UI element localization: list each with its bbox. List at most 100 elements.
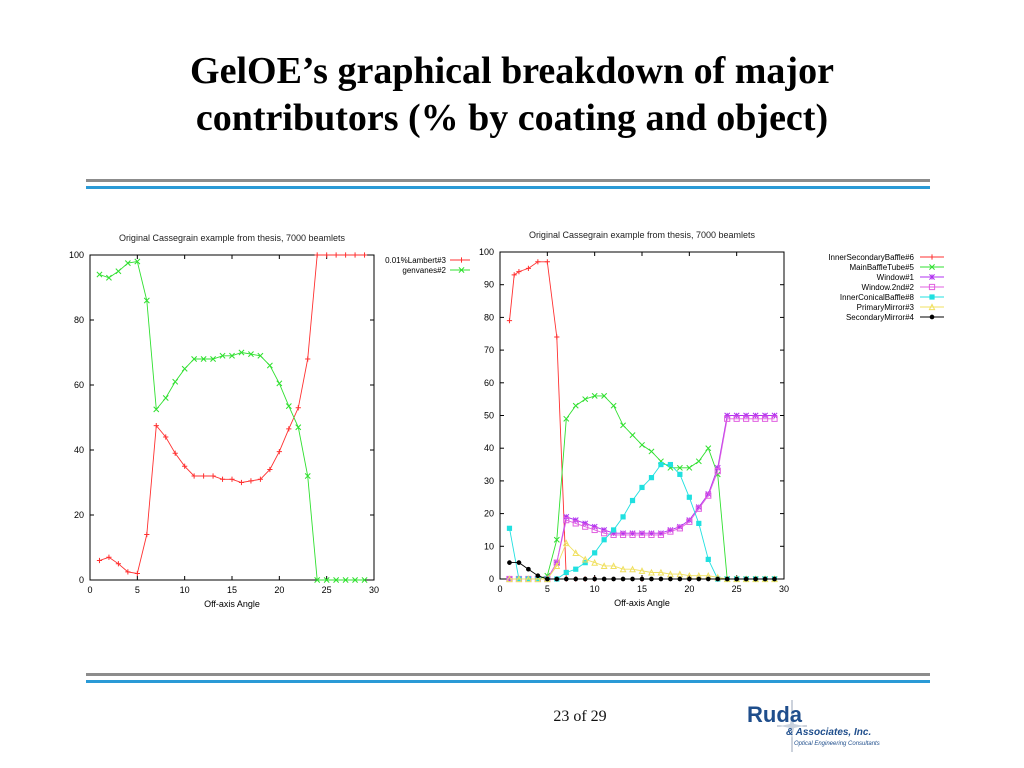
data-point — [695, 504, 702, 511]
header-rule-gray — [86, 179, 930, 182]
data-point — [553, 536, 560, 543]
y-tick-label: 100 — [479, 247, 494, 257]
data-point — [771, 412, 778, 419]
data-point — [705, 491, 712, 497]
legend-label: genvanes#2 — [402, 266, 446, 275]
data-point — [752, 415, 759, 422]
data-point — [591, 523, 598, 530]
data-point — [733, 415, 740, 422]
data-point — [572, 549, 580, 556]
data-point — [629, 531, 636, 538]
data-point — [507, 560, 512, 565]
data-point — [611, 576, 616, 582]
data-point — [553, 562, 561, 570]
data-point — [611, 527, 617, 533]
data-point — [191, 356, 198, 362]
data-point — [106, 554, 112, 560]
data-point — [581, 555, 589, 563]
data-point — [314, 252, 320, 258]
y-tick-label: 100 — [69, 250, 84, 260]
legend-label: PrimaryMirror#3 — [857, 303, 915, 312]
data-point — [352, 577, 359, 583]
data-point — [525, 265, 531, 271]
data-point — [342, 577, 349, 583]
series-2 — [96, 258, 368, 583]
data-point — [715, 576, 721, 582]
data-point — [238, 349, 245, 356]
chart-title: Original Cassegrain example from thesis,… — [529, 230, 756, 240]
data-point — [601, 530, 608, 537]
data-point — [620, 530, 627, 537]
x-axis-label: Off-axis Angle — [204, 599, 260, 609]
y-tick-label: 0 — [79, 575, 84, 585]
data-point — [535, 573, 541, 579]
logo-sub-text: & Associates, Inc. — [786, 727, 872, 738]
data-point — [629, 530, 636, 537]
data-point — [200, 356, 207, 362]
series-7 — [507, 560, 777, 582]
logo-star-icon — [777, 700, 807, 752]
data-point — [724, 415, 731, 422]
data-point — [771, 415, 778, 422]
series-line — [509, 418, 775, 580]
data-point — [247, 351, 254, 358]
legend-label: SecondaryMirror#4 — [846, 313, 915, 322]
data-point — [639, 530, 645, 537]
series-1 — [96, 252, 368, 577]
x-tick-label: 25 — [732, 584, 742, 594]
logo-main-text: Ruda — [747, 702, 802, 727]
data-point — [600, 562, 608, 570]
data-point — [314, 577, 321, 583]
data-point — [506, 525, 513, 531]
data-point — [219, 352, 226, 359]
data-point — [629, 497, 636, 504]
x-tick-label: 20 — [274, 585, 284, 595]
data-point — [619, 531, 627, 538]
data-point — [516, 269, 522, 275]
data-point — [639, 484, 645, 491]
data-point — [705, 492, 712, 499]
data-point — [506, 575, 513, 583]
y-tick-label: 60 — [74, 380, 84, 390]
x-tick-label: 10 — [180, 585, 190, 595]
data-point — [285, 403, 292, 410]
title-line-2: contributors (% by coating and object) — [195, 97, 829, 139]
data-point — [610, 402, 617, 409]
data-point — [153, 406, 160, 413]
data-point — [506, 576, 513, 582]
data-point — [304, 473, 311, 479]
data-point — [591, 526, 598, 534]
x-tick-label: 15 — [637, 584, 647, 594]
data-point — [638, 567, 646, 574]
data-point — [676, 523, 683, 530]
data-point — [582, 576, 588, 582]
legend-label: MainBaffleTube#5 — [850, 263, 915, 272]
data-point — [134, 570, 140, 577]
data-point — [601, 526, 608, 533]
data-point — [544, 259, 550, 265]
legend-marker — [928, 283, 936, 291]
data-point — [286, 426, 292, 432]
data-point — [620, 514, 626, 520]
y-tick-label: 80 — [74, 315, 84, 325]
data-point — [343, 252, 349, 258]
data-point — [686, 494, 692, 500]
legend-marker — [929, 314, 935, 320]
data-point — [526, 566, 531, 572]
data-point — [361, 252, 368, 258]
y-tick-label: 60 — [484, 378, 494, 388]
data-point — [762, 576, 768, 582]
data-point — [619, 565, 627, 573]
legend-marker — [929, 274, 935, 280]
data-point — [668, 576, 673, 582]
data-point — [115, 268, 122, 275]
data-point — [696, 520, 702, 527]
data-point — [592, 550, 598, 556]
data-point — [96, 271, 103, 278]
data-point — [201, 473, 207, 479]
data-point — [676, 525, 683, 532]
data-point — [276, 380, 283, 387]
data-point — [724, 576, 730, 582]
data-point — [657, 568, 665, 576]
y-tick-label: 50 — [484, 411, 494, 421]
